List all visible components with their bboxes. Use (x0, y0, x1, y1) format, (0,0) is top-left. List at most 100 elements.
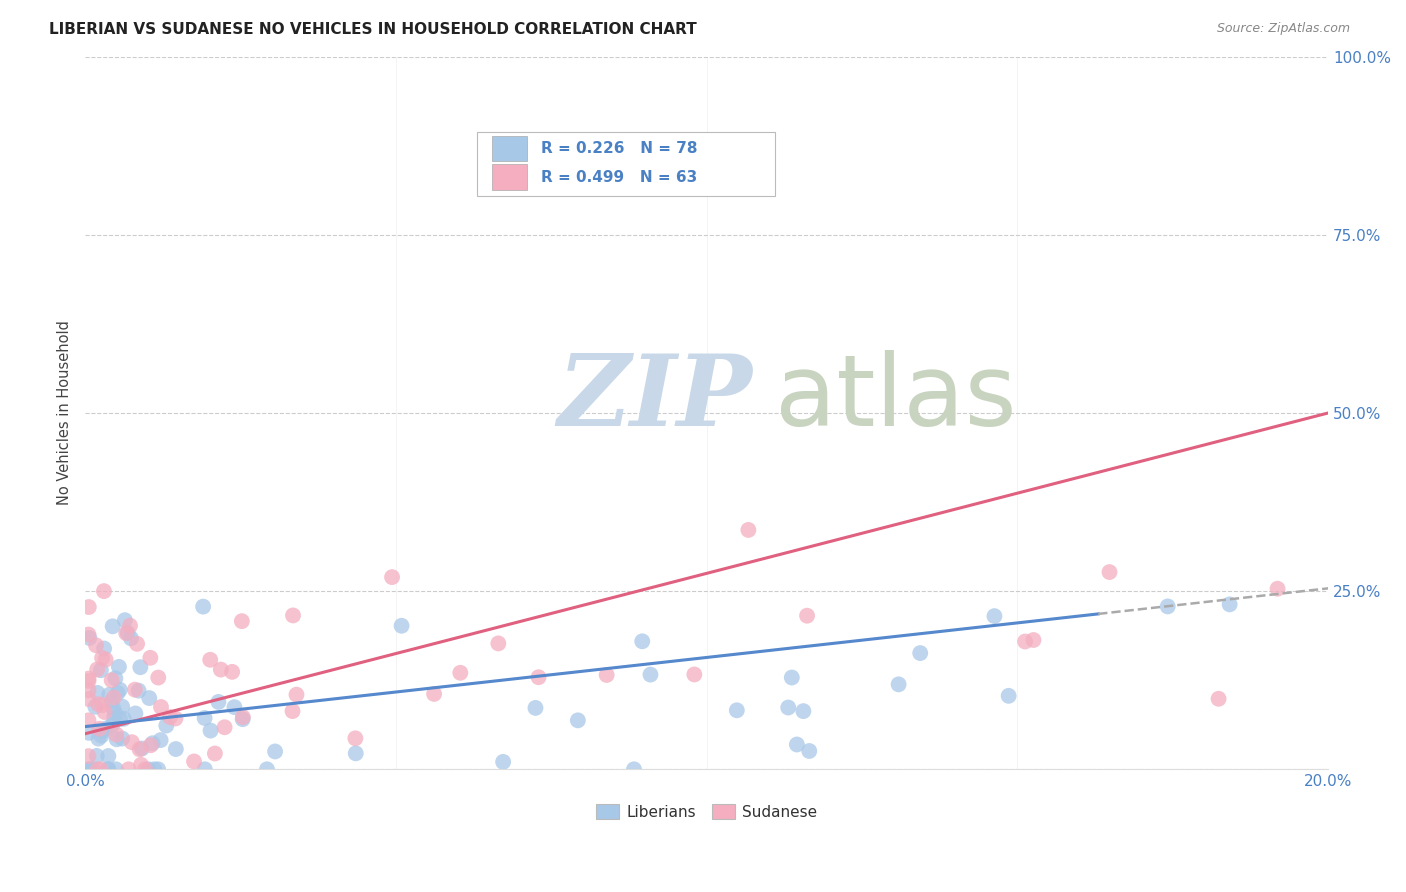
Point (108, 660, 131, 674)
Point (108, 682, 131, 697)
Point (91, 651, 114, 665)
Point (486, 636, 509, 650)
Point (159, 710, 181, 724)
Point (77, 683, 100, 698)
Point (887, 677, 910, 691)
Point (77, 600, 100, 615)
Point (792, 704, 814, 718)
Point (146, 762, 169, 776)
Point (77, 714, 100, 728)
Point (191, 599, 214, 614)
Point (111, 699, 134, 714)
Point (281, 608, 304, 623)
Point (150, 700, 173, 714)
Point (285, 688, 308, 702)
Point (207, 695, 229, 709)
Point (100, 673, 122, 688)
Point (138, 762, 160, 776)
Point (127, 637, 149, 651)
Point (101, 693, 124, 707)
Point (108, 712, 131, 726)
Point (117, 625, 139, 640)
Point (908, 646, 931, 660)
Point (97, 749, 120, 764)
Point (155, 718, 177, 732)
Point (82, 762, 104, 776)
Point (134, 762, 156, 776)
Point (264, 744, 287, 758)
Point (121, 735, 143, 749)
Point (118, 618, 141, 632)
Point (97, 762, 120, 776)
Point (139, 738, 162, 752)
Point (77, 627, 100, 641)
Point (232, 712, 254, 726)
Point (796, 608, 818, 623)
Point (94, 653, 117, 667)
Point (129, 660, 152, 674)
Point (101, 619, 124, 633)
Point (112, 712, 135, 726)
Point (77, 673, 100, 688)
Point (105, 732, 128, 747)
Point (93, 705, 115, 719)
Point (84, 638, 107, 652)
FancyBboxPatch shape (492, 164, 527, 190)
Point (281, 704, 304, 718)
Point (91, 724, 114, 739)
Point (97, 762, 120, 776)
Y-axis label: No Vehicles in Household: No Vehicles in Household (58, 320, 72, 506)
Point (391, 619, 413, 633)
Point (117, 762, 139, 776)
Point (87, 697, 110, 711)
Point (124, 706, 146, 721)
FancyBboxPatch shape (492, 136, 527, 161)
Point (194, 711, 217, 725)
Point (131, 741, 153, 756)
Point (231, 614, 253, 628)
Point (1157, 599, 1180, 614)
Point (120, 632, 142, 646)
Point (77, 672, 100, 686)
Point (256, 762, 278, 776)
Point (128, 683, 150, 698)
Point (107, 686, 129, 700)
Point (423, 687, 446, 701)
Point (101, 719, 124, 733)
Point (79, 631, 101, 645)
Point (128, 742, 150, 756)
Point (143, 762, 166, 776)
Point (89, 722, 111, 736)
Point (165, 742, 187, 756)
Point (344, 747, 367, 761)
Point (124, 682, 146, 697)
Point (1267, 582, 1289, 596)
Text: ZIP: ZIP (558, 351, 752, 447)
Point (84, 699, 107, 714)
Point (683, 142, 706, 156)
Point (96, 721, 118, 735)
Point (148, 671, 170, 685)
Point (90, 729, 112, 743)
Point (799, 744, 821, 758)
Point (129, 757, 152, 772)
Point (98, 688, 121, 702)
Point (90, 762, 112, 776)
Point (183, 755, 205, 769)
Point (86, 663, 108, 677)
Point (983, 609, 1005, 624)
Point (139, 650, 162, 665)
FancyBboxPatch shape (477, 131, 775, 195)
Point (200, 723, 222, 738)
Point (114, 613, 136, 627)
Point (165, 711, 187, 725)
Point (103, 710, 125, 724)
Point (77, 762, 100, 776)
Point (567, 714, 589, 728)
Point (344, 731, 367, 746)
Point (524, 701, 547, 715)
Point (737, 523, 759, 537)
Point (138, 691, 160, 706)
Point (214, 720, 236, 734)
Point (492, 755, 515, 769)
